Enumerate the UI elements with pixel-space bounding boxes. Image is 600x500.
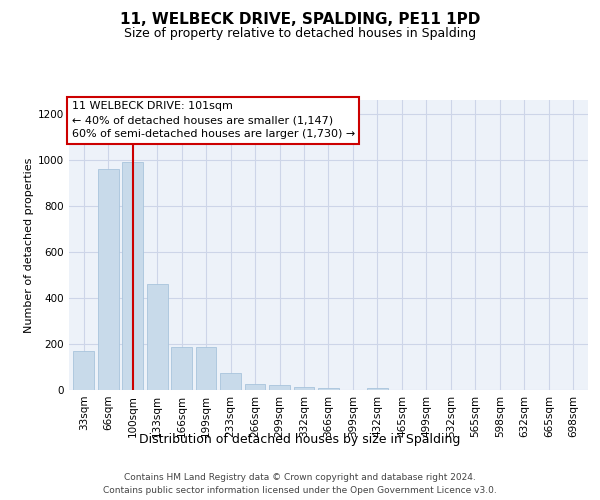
Bar [269, 386, 290, 390]
Text: Size of property relative to detached houses in Spalding: Size of property relative to detached ho… [124, 28, 476, 40]
Y-axis label: Number of detached properties: Number of detached properties [24, 158, 34, 332]
Bar [245, 384, 265, 390]
Bar [367, 388, 388, 390]
Bar [220, 372, 241, 390]
Text: 11, WELBECK DRIVE, SPALDING, PE11 1PD: 11, WELBECK DRIVE, SPALDING, PE11 1PD [120, 12, 480, 28]
Bar [122, 162, 143, 390]
Bar [293, 386, 314, 390]
Bar [171, 348, 192, 390]
Text: Contains public sector information licensed under the Open Government Licence v3: Contains public sector information licen… [103, 486, 497, 495]
Bar [98, 169, 119, 390]
Text: Contains HM Land Registry data © Crown copyright and database right 2024.: Contains HM Land Registry data © Crown c… [124, 472, 476, 482]
Text: 11 WELBECK DRIVE: 101sqm
← 40% of detached houses are smaller (1,147)
60% of sem: 11 WELBECK DRIVE: 101sqm ← 40% of detach… [71, 102, 355, 140]
Bar [73, 351, 94, 390]
Bar [147, 284, 167, 390]
Bar [196, 348, 217, 390]
Text: Distribution of detached houses by size in Spalding: Distribution of detached houses by size … [139, 432, 461, 446]
Bar [318, 388, 339, 390]
